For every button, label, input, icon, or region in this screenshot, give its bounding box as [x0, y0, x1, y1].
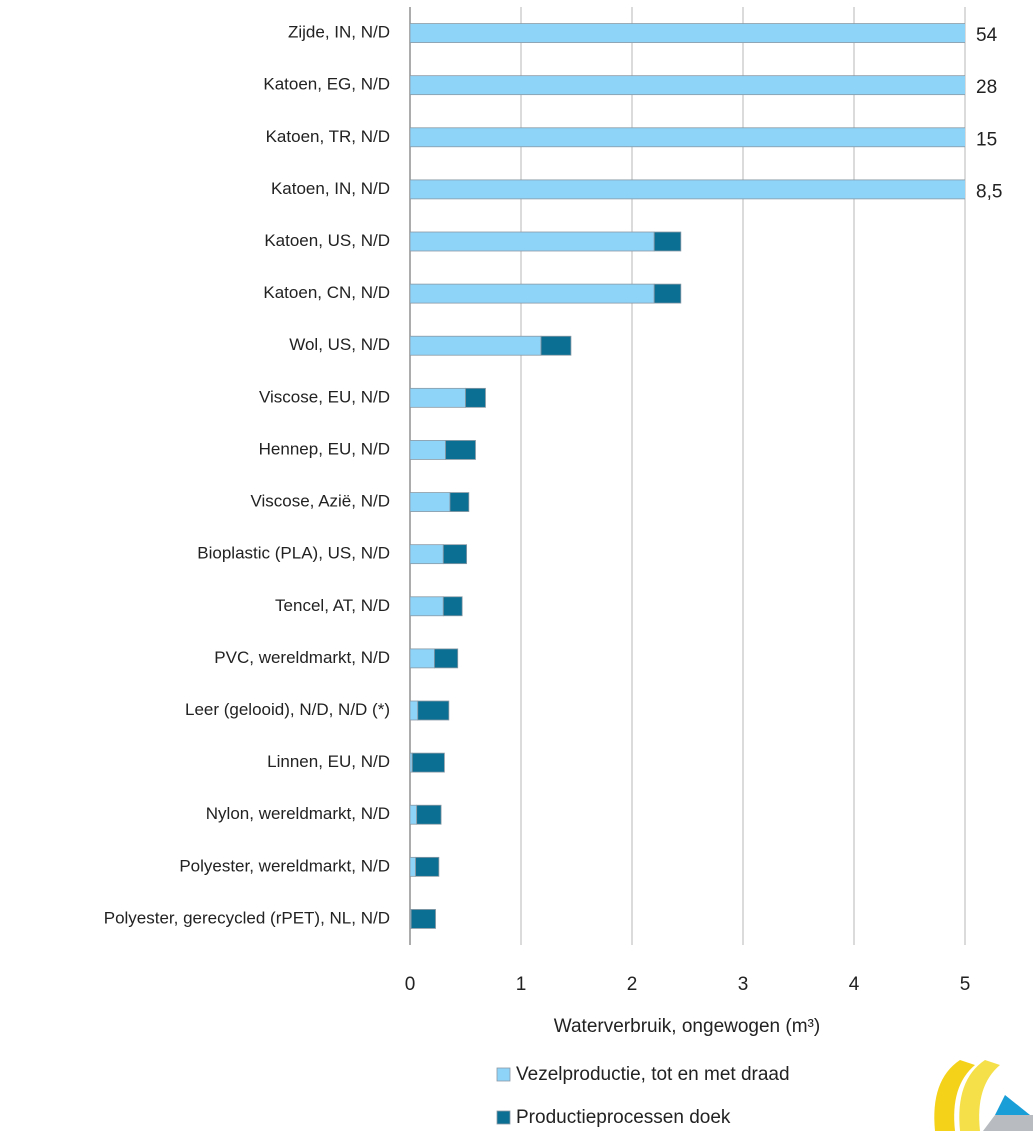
- bar-segment: [410, 387, 466, 408]
- value-label: 8,5: [976, 181, 1002, 202]
- y-tick-label: Katoen, US, N/D: [264, 231, 390, 250]
- bar-segment: [449, 492, 470, 512]
- bar-segment: [410, 909, 436, 929]
- y-tick-label: Nylon, wereldmarkt, N/D: [206, 804, 390, 823]
- bars: [410, 23, 965, 929]
- y-tick-label: Viscose, Azië, N/D: [250, 492, 390, 511]
- y-tick-label: Bioplastic (PLA), US, N/D: [197, 544, 390, 563]
- bar-segment: [410, 335, 542, 356]
- x-tick-label: 3: [738, 974, 749, 995]
- bar-segment: [410, 440, 446, 460]
- bar-segment: [434, 648, 459, 669]
- y-tick-label: Leer (gelooid), N/D, N/D (*): [185, 700, 390, 719]
- bar-segment: [417, 700, 450, 721]
- bar-segment: [410, 127, 965, 148]
- legend-label: Vezelproductie, tot en met draad: [516, 1064, 790, 1085]
- value-label: 15: [976, 129, 997, 150]
- y-tick-label: Katoen, EG, N/D: [263, 75, 390, 94]
- bar-segment: [442, 596, 463, 617]
- legend-swatch: [496, 1067, 511, 1082]
- y-tick-label: PVC, wereldmarkt, N/D: [214, 648, 390, 667]
- y-tick-label: Katoen, CN, N/D: [263, 283, 390, 302]
- bar-segment: [410, 804, 418, 825]
- y-tick-label: Viscose, EU, N/D: [259, 387, 390, 406]
- bar-segment: [540, 335, 572, 356]
- x-tick-label: 5: [960, 974, 971, 995]
- legend-swatch: [496, 1110, 511, 1125]
- bar-segment: [411, 752, 445, 773]
- value-label: 54: [976, 25, 998, 46]
- bar-segment: [410, 231, 655, 252]
- bar-segment: [410, 596, 444, 617]
- y-tick-label: Katoen, TR, N/D: [266, 127, 390, 146]
- x-tick-label: 1: [516, 974, 527, 995]
- bar-segment: [415, 856, 440, 877]
- bar-segment: [410, 544, 444, 565]
- y-tick-label: Zijde, IN, N/D: [288, 23, 390, 42]
- bar-segment: [653, 231, 682, 252]
- x-tick-label: 4: [849, 974, 860, 995]
- legend-label: Productieprocessen doek: [516, 1107, 731, 1128]
- x-tick-label: 0: [405, 974, 416, 995]
- logo: [934, 1060, 1033, 1131]
- bar-segment: [653, 283, 682, 304]
- bar-segment: [410, 179, 965, 200]
- bar-segment: [410, 492, 451, 512]
- bar-segment: [465, 387, 486, 408]
- bar-segment: [410, 23, 965, 43]
- value-label: 28: [976, 77, 997, 98]
- y-tick-label: Polyester, wereldmarkt, N/D: [179, 856, 390, 875]
- y-tick-label: Katoen, IN, N/D: [271, 179, 390, 198]
- bar-segment: [410, 283, 655, 304]
- y-tick-label: Linnen, EU, N/D: [267, 752, 390, 771]
- bar-segment: [445, 440, 476, 460]
- bar-segment: [416, 804, 442, 825]
- bar-segment: [410, 648, 435, 669]
- y-tick-label: Tencel, AT, N/D: [275, 596, 390, 615]
- y-tick-label: Polyester, gerecycled (rPET), NL, N/D: [104, 908, 390, 927]
- y-tick-label: Wol, US, N/D: [289, 335, 390, 354]
- bar-segment: [410, 856, 416, 877]
- x-tick-label: 2: [627, 974, 638, 995]
- x-axis-title: Waterverbruik, ongewogen (m³): [554, 1016, 820, 1037]
- bar-segment: [442, 544, 468, 565]
- y-tick-label: Hennep, EU, N/D: [259, 439, 390, 458]
- bar-segment: [410, 75, 965, 96]
- bar-segment: [410, 700, 419, 721]
